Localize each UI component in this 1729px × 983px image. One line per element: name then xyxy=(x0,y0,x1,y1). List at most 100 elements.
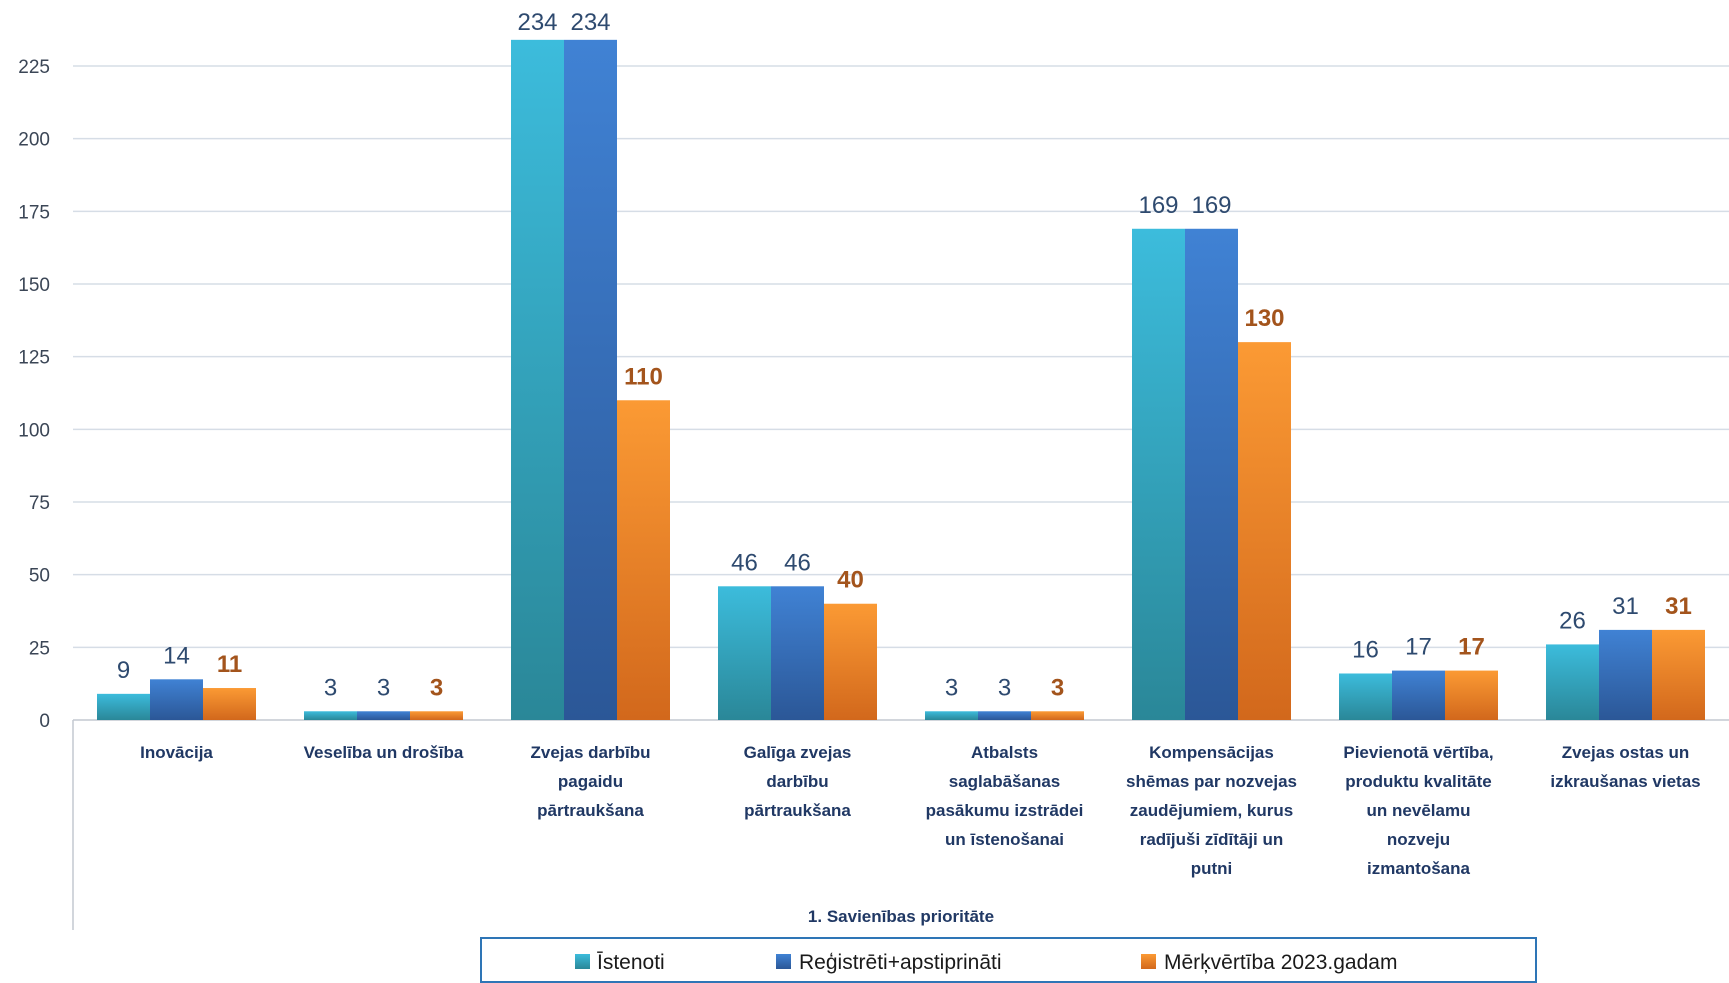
x-axis-category-label-line: shēmas par nozvejas xyxy=(1126,772,1297,791)
bar-series1-cat6 xyxy=(1132,228,1185,721)
legend-marker-merkvertiba xyxy=(1141,954,1156,969)
bar-series2-cat5 xyxy=(978,711,1031,720)
x-axis-category-label-line: produktu kvalitāte xyxy=(1345,772,1491,791)
bars xyxy=(97,39,1705,721)
data-label-series1-cat4: 46 xyxy=(731,549,758,576)
x-axis-category-label-line: darbību xyxy=(766,772,828,791)
data-label-series2-cat8: 31 xyxy=(1612,593,1639,620)
bar-series2-cat7 xyxy=(1392,670,1445,720)
bar-series2-cat8 xyxy=(1599,629,1652,720)
data-label-series2-cat3: 234 xyxy=(570,9,610,36)
legend-label-istenoti: Īstenoti xyxy=(597,951,665,974)
x-axis-category-label-line: putni xyxy=(1191,859,1233,878)
bar-series1-cat4 xyxy=(718,586,771,720)
x-axis-category-labels: Inovācija Veselība un drošība Zvejas darbī… xyxy=(140,743,1701,878)
y-tick-label: 125 xyxy=(18,348,50,369)
bar-series2-cat1 xyxy=(150,679,203,720)
data-label-series2-cat6: 169 xyxy=(1191,192,1231,219)
x-axis-category-label-line: izkraušanas vietas xyxy=(1550,772,1700,791)
y-axis-tick-labels: 0 25 50 75 100 125 150 175 200 225 xyxy=(18,57,50,732)
x-axis-category-label-line: Zvejas darbību xyxy=(531,743,651,762)
legend-marker-registreti xyxy=(776,954,791,969)
bar-series1-cat1 xyxy=(97,693,150,720)
legend-box xyxy=(480,937,1537,983)
data-label-series1-cat7: 16 xyxy=(1352,636,1379,663)
legend-label-merkvertiba: Mērķvērtība 2023.gadam xyxy=(1164,951,1397,974)
data-label-series1-cat8: 26 xyxy=(1559,607,1586,634)
bar-series2-cat2 xyxy=(357,711,410,720)
data-label-series3-cat2: 3 xyxy=(430,674,443,701)
x-axis-category-label: Zvejas darbību pagaidu pārtraukšana xyxy=(531,743,651,820)
data-label-series2-cat2: 3 xyxy=(377,674,390,701)
data-label-series1-cat3: 234 xyxy=(517,9,557,36)
x-axis-category-label: Galīga zvejas darbību pārtraukšana xyxy=(744,743,852,820)
data-label-series2-cat7: 17 xyxy=(1405,634,1432,661)
x-axis-category-label: Atbalsts saglabāšanas pasākumu izstrādei un… xyxy=(926,743,1084,849)
y-tick-label: 200 xyxy=(18,130,50,151)
data-label-series3-cat3: 110 xyxy=(624,363,663,390)
y-tick-label: 175 xyxy=(18,202,50,223)
bar-series3-cat8 xyxy=(1652,629,1705,720)
bar-series2-cat4 xyxy=(771,586,824,720)
x-axis-category-label-line: radījuši zīdītāji un xyxy=(1140,830,1284,849)
data-label-series1-cat5: 3 xyxy=(945,674,958,701)
x-axis-title: 1. Savienības prioritāte xyxy=(808,907,994,926)
bar-series1-cat7 xyxy=(1339,673,1392,720)
bar-series3-cat5 xyxy=(1031,711,1084,720)
x-axis-category-label: Pievienotā vērtība, produktu kvalitāte un … xyxy=(1343,743,1493,878)
x-axis-category-label: Inovācija xyxy=(140,743,213,762)
y-tick-label: 100 xyxy=(18,420,50,441)
x-axis-category-label-line: saglabāšanas xyxy=(949,772,1061,791)
x-axis-category-label-line: un nevēlamu xyxy=(1367,801,1471,820)
x-axis-category-label-line: izmantošana xyxy=(1367,859,1471,878)
x-axis-category-label-line: un īstenošanai xyxy=(945,830,1064,849)
bar-series1-cat2 xyxy=(304,711,357,720)
gridlines xyxy=(73,65,1729,649)
x-axis-category-label: Zvejas ostas un izkraušanas vietas xyxy=(1550,743,1700,791)
x-axis-category-label-line: Kompensācijas xyxy=(1149,743,1274,762)
data-label-series3-cat6: 130 xyxy=(1244,305,1284,332)
x-axis-category-label-line: pasākumu izstrādei xyxy=(926,801,1084,820)
x-axis-category-label-line: Inovācija xyxy=(140,743,213,762)
x-axis-category-label-line: Galīga zvejas xyxy=(744,743,852,762)
data-labels: 9 14 11 3 3 3 234 234 110 46 46 40 3 3 3 169 169 130 16 17 1… xyxy=(117,9,1692,701)
bar-series1-cat8 xyxy=(1546,644,1599,720)
data-label-series1-cat1: 9 xyxy=(117,657,130,684)
data-label-series3-cat5: 3 xyxy=(1051,674,1064,701)
bar-series1-cat5 xyxy=(925,711,978,720)
bar-series3-cat7 xyxy=(1445,670,1498,720)
x-axis-category-label: Kompensācijas shēmas par nozvejas zaudējum… xyxy=(1126,743,1297,878)
data-label-series1-cat2: 3 xyxy=(324,674,337,701)
data-label-series3-cat1: 11 xyxy=(217,651,242,678)
x-axis-category-label-line: Zvejas ostas un xyxy=(1562,743,1690,762)
y-tick-label: 75 xyxy=(29,493,50,514)
y-tick-label: 25 xyxy=(29,638,50,659)
legend-marker-istenoti xyxy=(575,954,590,969)
bar-series1-cat3 xyxy=(511,39,564,720)
data-label-series2-cat1: 14 xyxy=(163,642,190,669)
legend: Īstenoti Reģistrēti+apstiprināti Mērķvēr… xyxy=(480,937,1537,983)
data-label-series3-cat8: 31 xyxy=(1665,593,1692,620)
bar-series3-cat1 xyxy=(203,688,256,720)
bar-series3-cat3 xyxy=(617,400,670,720)
bar-series3-cat2 xyxy=(410,711,463,720)
legend-label-registreti: Reģistrēti+apstiprināti xyxy=(799,951,1002,974)
bar-series2-cat6 xyxy=(1185,228,1238,721)
y-tick-label: 50 xyxy=(29,566,50,587)
data-label-series1-cat6: 169 xyxy=(1138,192,1178,219)
y-tick-label: 225 xyxy=(18,57,50,78)
data-label-series2-cat4: 46 xyxy=(784,549,811,576)
x-axis-category-label-line: pagaidu xyxy=(558,772,623,791)
x-axis-category-label-line: Pievienotā vērtība, xyxy=(1343,743,1493,762)
x-axis-category-label-line: zaudējumiem, kurus xyxy=(1130,801,1293,820)
bar-series3-cat4 xyxy=(824,603,877,720)
data-label-series3-cat4: 40 xyxy=(837,567,864,594)
x-axis-category-label-line: Veselība un drošība xyxy=(304,743,464,762)
data-label-series3-cat7: 17 xyxy=(1458,634,1485,661)
x-axis-category-label-line: Atbalsts xyxy=(971,743,1038,762)
y-tick-label: 0 xyxy=(39,711,50,732)
bar-series2-cat3 xyxy=(564,39,617,720)
x-axis-category-label-line: pārtraukšana xyxy=(744,801,851,820)
data-label-series2-cat5: 3 xyxy=(998,674,1011,701)
